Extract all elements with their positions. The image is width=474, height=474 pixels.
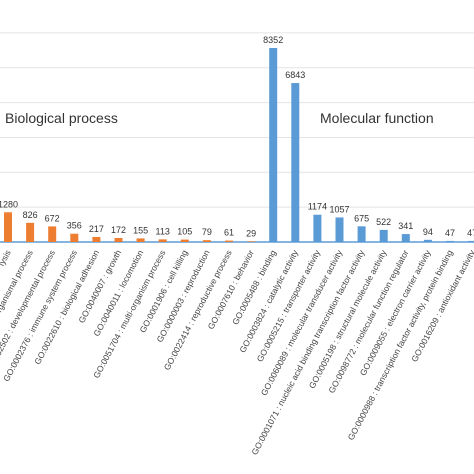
bar xyxy=(313,214,322,242)
bar xyxy=(48,226,57,242)
value-label: 672 xyxy=(45,213,60,223)
bar xyxy=(4,212,12,242)
bar xyxy=(247,241,256,242)
value-label: 675 xyxy=(354,213,369,223)
bar xyxy=(202,240,211,242)
value-label: 94 xyxy=(423,227,433,237)
bar xyxy=(26,222,35,242)
bar xyxy=(291,83,300,242)
value-label: 8352 xyxy=(263,35,283,45)
x-tick-label: lysis xyxy=(0,248,13,267)
value-label: 155 xyxy=(133,225,148,235)
value-label: 113 xyxy=(156,226,170,236)
value-label: 105 xyxy=(177,227,192,237)
value-label: 1280 xyxy=(0,199,18,209)
bar xyxy=(114,238,123,242)
value-label: 47 xyxy=(445,228,455,238)
value-label: 79 xyxy=(202,227,212,237)
bar xyxy=(158,239,167,242)
bar xyxy=(225,240,233,242)
value-label: 29 xyxy=(246,228,256,238)
value-label: 217 xyxy=(89,224,104,234)
bar xyxy=(423,239,432,242)
bar xyxy=(379,229,388,242)
bar xyxy=(335,217,344,242)
bar xyxy=(70,233,79,242)
value-label: 6843 xyxy=(285,70,305,80)
x-tick-label: GO:0000988 : transcription factor activi… xyxy=(346,248,455,442)
value-label: 61 xyxy=(224,228,234,238)
value-label: 1057 xyxy=(329,204,349,214)
value-label: 1174 xyxy=(308,202,327,212)
annotation: Biological process xyxy=(5,110,118,126)
bar xyxy=(446,240,454,242)
value-label: 47 xyxy=(467,228,474,238)
bar xyxy=(180,239,189,242)
annotation: Molecular function xyxy=(320,110,434,126)
bar xyxy=(136,238,145,242)
value-label: 826 xyxy=(23,210,38,220)
value-label: 172 xyxy=(111,225,126,235)
bar xyxy=(92,236,101,242)
bar xyxy=(401,234,410,242)
value-label: 341 xyxy=(398,221,413,231)
bar xyxy=(357,226,366,242)
bar xyxy=(269,47,278,243)
x-tick-label: GO:0032502 : developmental process xyxy=(0,248,57,379)
value-label: 356 xyxy=(67,221,82,231)
value-label: 522 xyxy=(376,217,391,227)
bar xyxy=(468,240,474,242)
